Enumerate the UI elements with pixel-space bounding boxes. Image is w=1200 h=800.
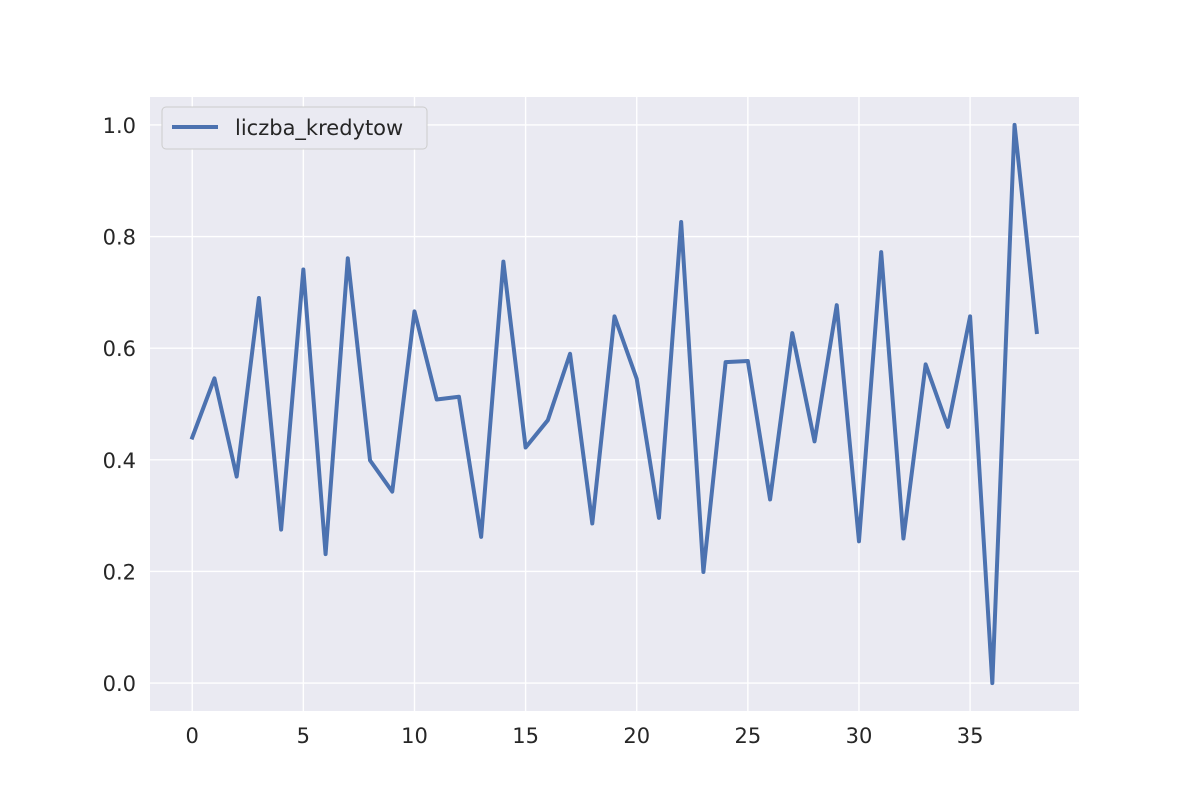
x-tick-label: 30	[846, 724, 873, 748]
y-tick-label: 0.6	[103, 337, 136, 361]
x-tick-label: 25	[734, 724, 761, 748]
legend-label: liczba_kredytow	[235, 116, 403, 141]
y-tick-label: 1.0	[103, 114, 136, 138]
legend: liczba_kredytow	[161, 106, 428, 150]
series-layer	[189, 122, 1039, 686]
y-axis-ticks: 0.0 0.2 0.4 0.6 0.8 1.0	[103, 114, 136, 696]
x-tick-label: 0	[186, 724, 199, 748]
y-tick-label: 0.2	[103, 560, 136, 584]
x-tick-label: 35	[957, 724, 984, 748]
x-tick-label: 10	[401, 724, 428, 748]
x-tick-label: 15	[512, 724, 539, 748]
y-tick-label: 0.8	[103, 226, 136, 250]
series-line-liczba-kredytow	[189, 122, 1039, 686]
plot-area	[150, 97, 1079, 711]
legend-box	[161, 106, 428, 150]
x-tick-label: 5	[297, 724, 310, 748]
x-tick-label: 20	[623, 724, 650, 748]
y-tick-label: 0.4	[103, 449, 136, 473]
x-axis-ticks: 0 5 10 15 20 25 30 35	[186, 724, 984, 748]
grid-lines	[150, 97, 1079, 711]
y-tick-label: 0.0	[103, 672, 136, 696]
